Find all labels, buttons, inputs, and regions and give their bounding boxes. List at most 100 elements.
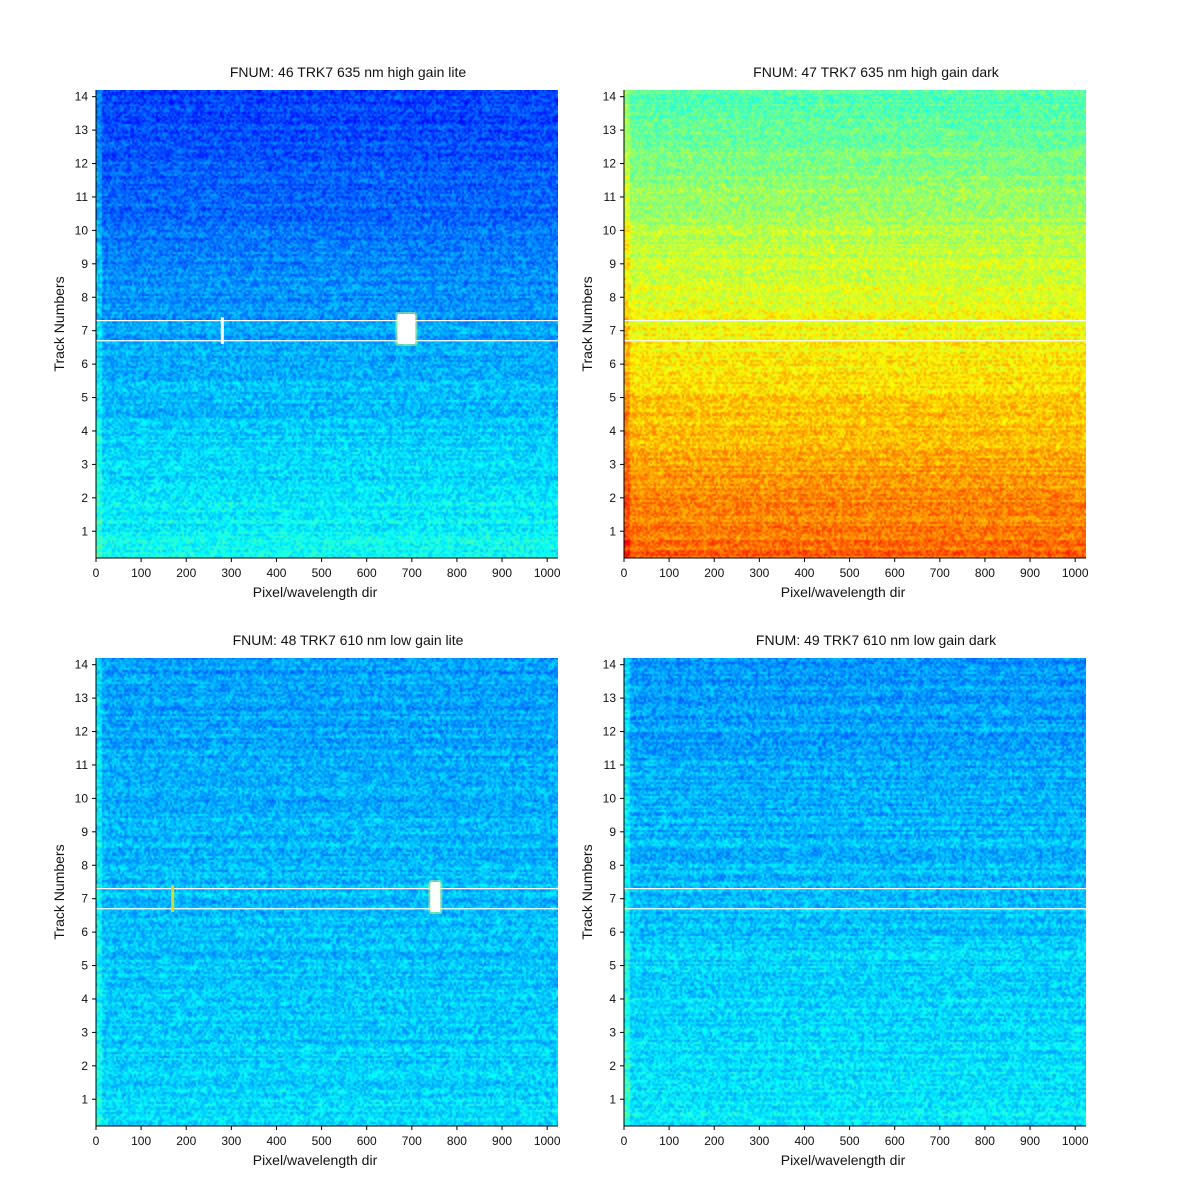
y-tick-label: 8 [81, 290, 88, 304]
x-tick-label: 1000 [1062, 566, 1089, 580]
y-axis-label: Track Numbers [51, 844, 67, 939]
y-tick-label: 5 [609, 959, 616, 973]
y-tick-label: 6 [609, 925, 616, 939]
x-tick-label: 600 [885, 566, 905, 580]
y-tick-label: 1 [81, 1092, 88, 1106]
x-tick-label: 500 [312, 566, 332, 580]
heatmap-raster [96, 90, 558, 558]
x-tick-label: 100 [131, 1134, 151, 1148]
y-tick-label: 11 [76, 190, 89, 204]
x-tick-label: 300 [749, 566, 769, 580]
x-tick-label: 200 [176, 1134, 196, 1148]
y-tick-label: 14 [75, 658, 89, 672]
x-tick-label: 300 [221, 1134, 241, 1148]
x-axis-label: Pixel/wavelength dir [253, 1152, 378, 1168]
x-tick-label: 200 [176, 566, 196, 580]
heatmap-panel: FNUM: 48 TRK7 610 nm low gain lite 0 100 2… [0, 618, 561, 1178]
x-tick-label: 500 [312, 1134, 332, 1148]
y-tick-label: 8 [609, 290, 616, 304]
spot-mark [171, 885, 175, 913]
heatmap-chart: 0 100 200 300 400 500 600 700 800 900 100012345678… [51, 658, 561, 1168]
x-tick-label: 400 [266, 1134, 286, 1148]
x-tick-label: 400 [266, 566, 286, 580]
y-tick-label: 1 [609, 524, 616, 538]
y-tick-label: 10 [75, 791, 89, 805]
panel-title: FNUM: 49 TRK7 610 nm low gain dark [755, 632, 997, 648]
x-tick-label: 600 [885, 1134, 905, 1148]
panel-title: FNUM: 47 TRK7 635 nm high gain dark [753, 64, 999, 80]
y-tick-label: 10 [603, 791, 617, 805]
y-tick-label: 3 [81, 1025, 88, 1039]
x-tick-label: 0 [93, 1134, 100, 1148]
y-tick-label: 13 [75, 123, 89, 137]
y-tick-label: 6 [81, 925, 88, 939]
y-axis-label: Track Numbers [579, 276, 595, 371]
y-tick-label: 12 [603, 725, 617, 739]
y-tick-label: 6 [609, 357, 616, 371]
x-tick-label: 1000 [534, 566, 561, 580]
y-tick-label: 14 [603, 90, 617, 104]
x-tick-label: 200 [704, 1134, 724, 1148]
heatmap-chart: 0 100 200 300 400 500 600 700 800 900 100012345678… [579, 90, 1089, 600]
x-tick-label: 200 [704, 566, 724, 580]
x-tick-label: 100 [659, 566, 679, 580]
heatmap-raster [96, 658, 558, 1126]
x-tick-label: 800 [975, 1134, 995, 1148]
heatmap-raster [624, 658, 1086, 1126]
y-tick-label: 12 [75, 725, 89, 739]
heatmap-panel: FNUM: 47 TRK7 635 nm high gain dark 0 100… [528, 50, 1089, 610]
y-tick-label: 9 [81, 825, 88, 839]
y-tick-label: 4 [609, 424, 616, 438]
y-tick-label: 9 [609, 257, 616, 271]
x-tick-label: 900 [492, 566, 512, 580]
x-tick-label: 800 [447, 566, 467, 580]
x-tick-label: 0 [93, 566, 100, 580]
y-tick-label: 8 [81, 858, 88, 872]
y-tick-label: 2 [609, 491, 616, 505]
heatmap-chart: 0 100 200 300 400 500 600 700 800 900 100012345678… [579, 658, 1089, 1168]
heatmap-chart: 0 100 200 300 400 500 600 700 800 900 100012345678… [51, 90, 561, 600]
y-tick-label: 12 [75, 157, 89, 171]
y-axis-label: Track Numbers [51, 276, 67, 371]
x-tick-label: 900 [1020, 566, 1040, 580]
x-tick-label: 300 [221, 566, 241, 580]
heatmap-raster [624, 90, 1086, 558]
spot-mark [220, 317, 224, 345]
x-tick-label: 900 [1020, 1134, 1040, 1148]
x-tick-label: 900 [492, 1134, 512, 1148]
y-tick-label: 7 [81, 892, 88, 906]
y-tick-label: 3 [609, 1025, 616, 1039]
y-tick-label: 11 [604, 758, 617, 772]
x-tick-label: 100 [659, 1134, 679, 1148]
y-tick-label: 2 [81, 491, 88, 505]
x-tick-label: 500 [840, 566, 860, 580]
y-tick-label: 3 [81, 457, 88, 471]
y-tick-label: 5 [81, 959, 88, 973]
y-tick-label: 14 [603, 658, 617, 672]
y-tick-label: 4 [81, 424, 88, 438]
y-tick-label: 7 [609, 324, 616, 338]
y-tick-label: 8 [609, 858, 616, 872]
y-axis-label: Track Numbers [579, 844, 595, 939]
x-axis-label: Pixel/wavelength dir [253, 584, 378, 600]
heatmap-panel: FNUM: 49 TRK7 610 nm low gain dark 0 100 2… [528, 618, 1089, 1178]
x-tick-label: 600 [357, 1134, 377, 1148]
y-tick-label: 3 [609, 457, 616, 471]
x-tick-label: 0 [621, 1134, 628, 1148]
y-tick-label: 9 [609, 825, 616, 839]
y-tick-label: 7 [609, 892, 616, 906]
y-tick-label: 13 [603, 123, 617, 137]
y-tick-label: 4 [81, 992, 88, 1006]
x-tick-label: 300 [749, 1134, 769, 1148]
panel-title: FNUM: 48 TRK7 610 nm low gain lite [232, 632, 464, 648]
x-tick-label: 500 [840, 1134, 860, 1148]
y-tick-label: 2 [81, 1059, 88, 1073]
spot-mark [397, 313, 416, 345]
y-tick-label: 13 [75, 691, 89, 705]
y-tick-label: 14 [75, 90, 89, 104]
y-tick-label: 5 [81, 391, 88, 405]
y-tick-label: 10 [603, 223, 617, 237]
x-tick-label: 700 [402, 1134, 422, 1148]
x-tick-label: 1000 [534, 1134, 561, 1148]
